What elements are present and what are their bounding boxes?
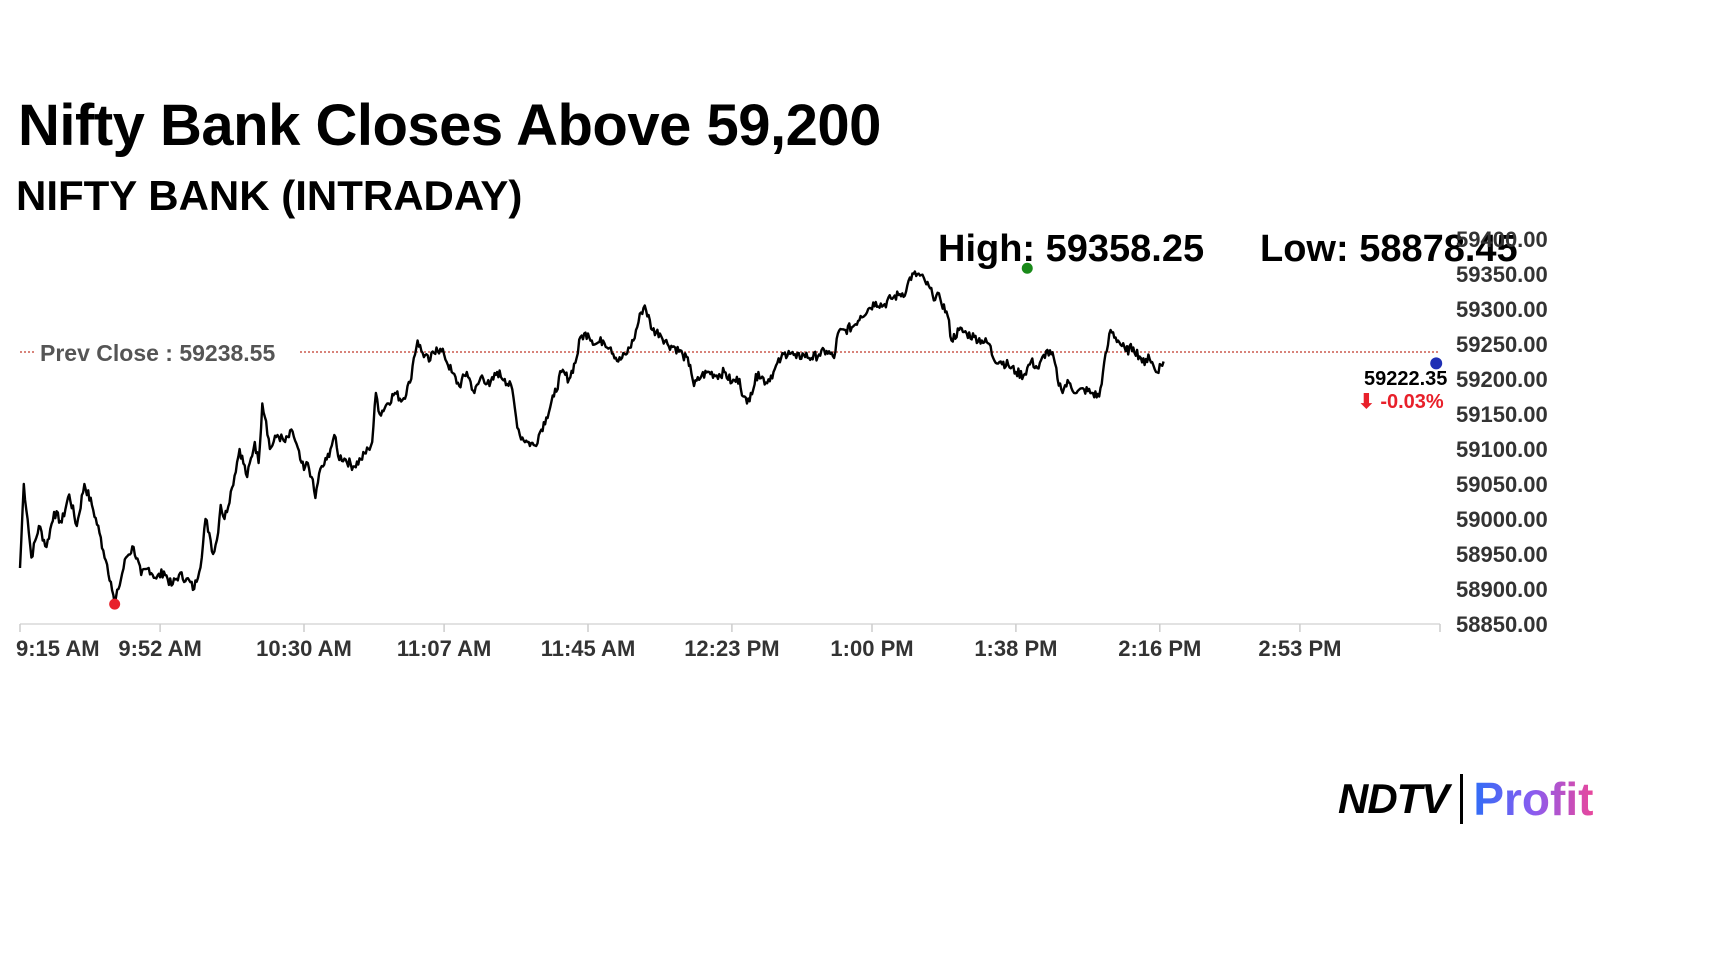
logo-ndtv-text: NDTV <box>1338 775 1449 822</box>
y-tick-label: 59000.00 <box>1456 507 1548 532</box>
ndtv-profit-logo: NDTV Profit <box>1338 772 1593 826</box>
x-tick-label: 1:38 PM <box>974 636 1057 661</box>
y-tick-label: 59250.00 <box>1456 332 1548 357</box>
y-axis: 59400.00 59350.00 59300.00 59250.00 59200.00… <box>1456 227 1548 637</box>
last-marker <box>1430 357 1443 370</box>
x-tick-label: 9:52 AM <box>118 636 202 661</box>
y-tick-label: 58900.00 <box>1456 577 1548 602</box>
logo-divider <box>1460 774 1464 824</box>
x-tick-label: 10:30 AM <box>256 636 352 661</box>
x-tick-label: 12:23 PM <box>684 636 779 661</box>
x-tick-label: 1:00 PM <box>830 636 913 661</box>
prev-close-label: Prev Close : 59238.55 <box>40 340 275 366</box>
y-tick-label: 59050.00 <box>1456 472 1548 497</box>
change-percent-label: ⬇ -0.03% <box>1358 391 1444 413</box>
y-tick-label: 59200.00 <box>1456 367 1548 392</box>
x-tick-label: 9:15 AM <box>16 636 100 661</box>
chart-subtitle: NIFTY BANK (INTRADAY) <box>16 172 523 219</box>
y-tick-label: 59150.00 <box>1456 402 1548 427</box>
y-tick-label: 58950.00 <box>1456 542 1548 567</box>
x-tick-label: 2:53 PM <box>1258 636 1341 661</box>
prev-close-label-bg <box>36 338 298 368</box>
x-tick-label: 11:07 AM <box>397 636 492 661</box>
high-marker <box>1021 262 1033 274</box>
low-label: Low: 58878.45 <box>1260 228 1518 270</box>
y-tick-label: 59350.00 <box>1456 262 1548 287</box>
y-tick-label: 59300.00 <box>1456 297 1548 322</box>
y-tick-label: 58850.00 <box>1456 612 1548 637</box>
logo-profit-text: Profit <box>1473 773 1594 825</box>
price-line <box>18 270 1165 606</box>
high-label: High: 59358.25 <box>938 228 1205 270</box>
x-tick-label: 2:16 PM <box>1118 636 1201 661</box>
x-tick-label: 11:45 AM <box>541 636 636 661</box>
low-marker <box>109 598 121 610</box>
last-price-label: 59222.35 <box>1364 368 1447 390</box>
y-tick-label: 59100.00 <box>1456 437 1548 462</box>
y-tick-label: 59400.00 <box>1456 227 1548 252</box>
x-axis: 9:15 AM 9:52 AM 10:30 AM 11:07 AM 11:45 AM 12… <box>16 623 1441 661</box>
page-title: Nifty Bank Closes Above 59,200 <box>18 93 881 158</box>
